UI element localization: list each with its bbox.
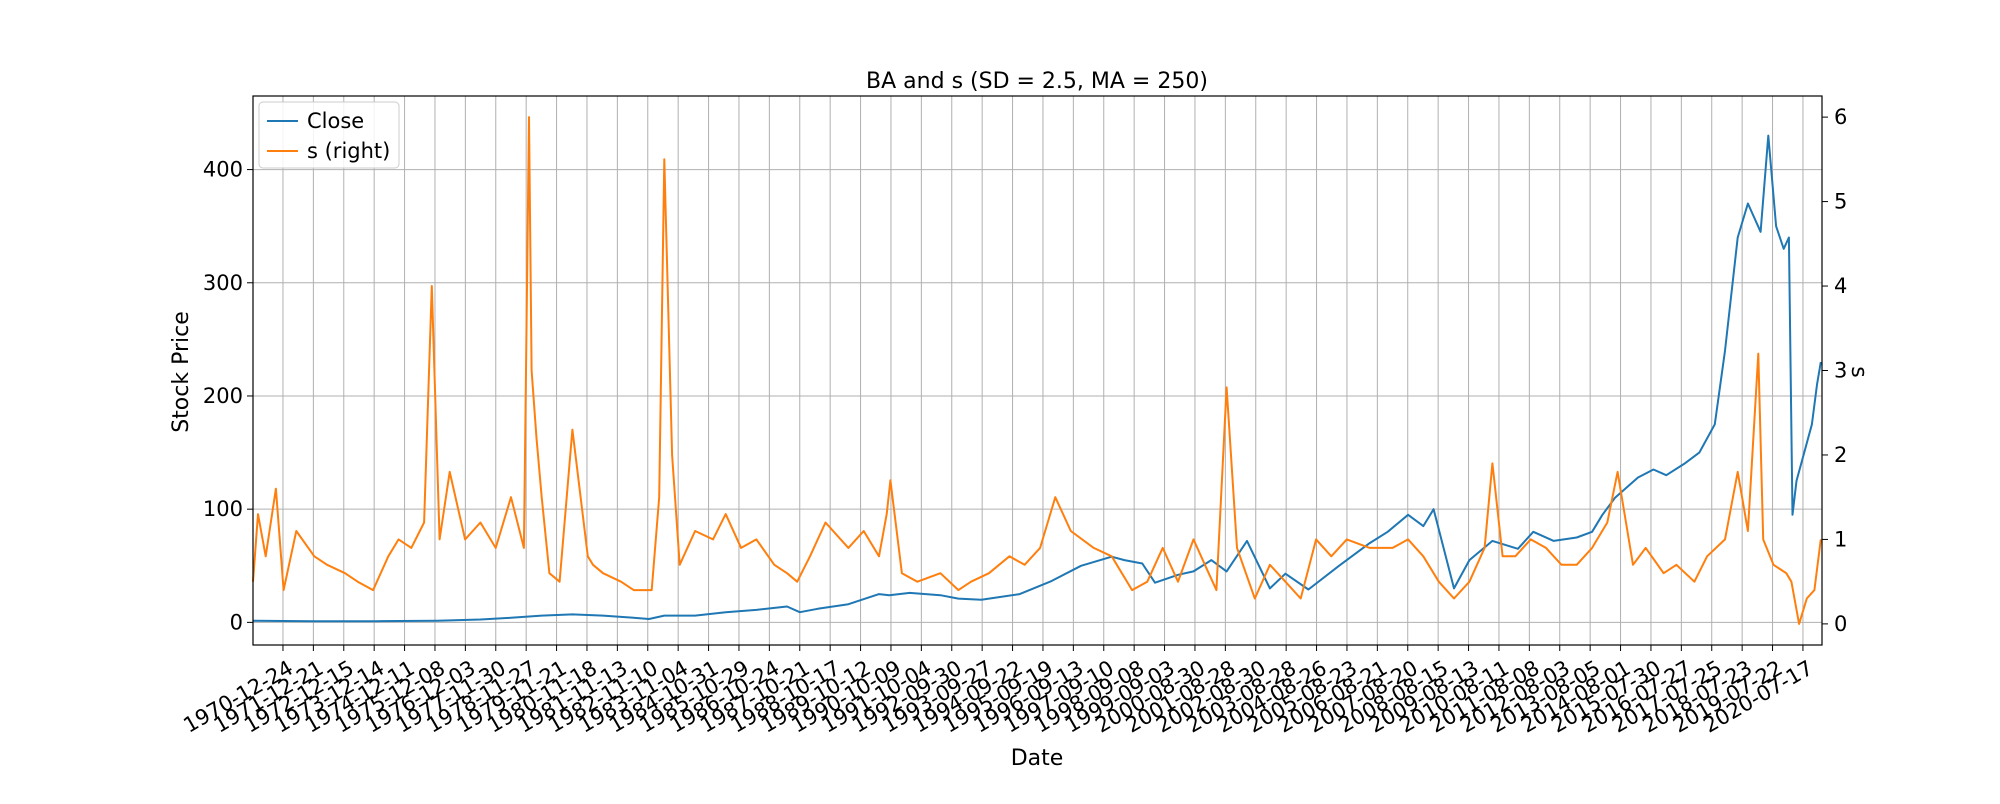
legend: Close s (right) [258, 101, 400, 169]
x-axis-label: Date [1011, 746, 1064, 771]
right-y-tick-label: 5 [1834, 190, 1847, 214]
series-close-line [252, 134, 1822, 623]
y-tick-label: 0 [230, 610, 243, 634]
right-y-tick-label: 3 [1834, 359, 1847, 383]
series-layer [252, 116, 1822, 625]
right-y-axis: 0 1 2 3 4 5 6 [1822, 105, 1847, 636]
y-tick-label: 200 [203, 384, 243, 408]
chart-title: BA and s (SD = 2.5, MA = 250) [866, 69, 1208, 94]
y-axis-label: Stock Price [169, 311, 194, 433]
x-axis: 1970-12-241971-12-211972-12-151973-12-14… [179, 645, 1817, 738]
right-y-tick-label: 0 [1834, 612, 1847, 636]
left-y-axis: 0 100 200 300 400 [203, 158, 253, 634]
y-tick-label: 300 [203, 271, 243, 295]
right-y-tick-label: 2 [1834, 443, 1847, 467]
series-s-line [252, 116, 1822, 625]
right-y-tick-label: 4 [1834, 274, 1847, 298]
legend-label-close: Close [307, 109, 364, 133]
right-y-axis-label: s [1846, 366, 1871, 377]
legend-label-s: s (right) [307, 139, 390, 163]
y-tick-label: 100 [203, 497, 243, 521]
right-y-tick-label: 1 [1834, 527, 1847, 551]
right-y-tick-label: 6 [1834, 105, 1847, 129]
y-tick-label: 400 [203, 158, 243, 182]
